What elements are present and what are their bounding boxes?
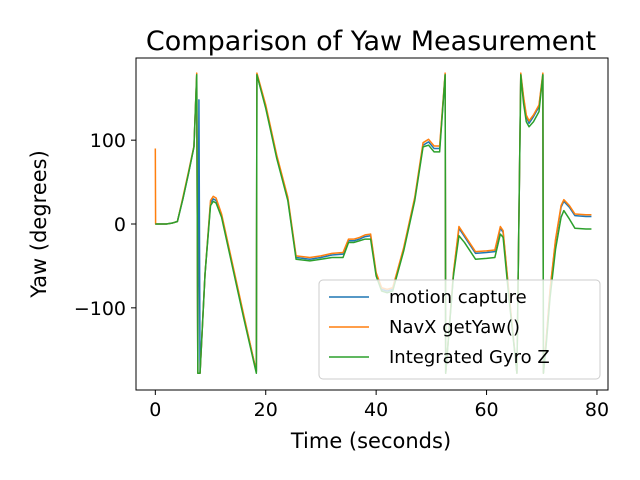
x-tick-label: 40 — [364, 399, 388, 421]
legend-label-gyro: Integrated Gyro Z — [389, 347, 550, 368]
legend-label-motion-capture: motion capture — [389, 287, 527, 308]
series-line-integrated-gyro-z — [155, 74, 592, 374]
y-tick-label: 0 — [114, 214, 126, 236]
x-axis-label: Time (seconds) — [290, 429, 451, 453]
y-axis-label: Yaw (degrees) — [27, 150, 51, 299]
y-tick-label: 100 — [90, 130, 126, 152]
chart-title: Comparison of Yaw Measurement — [146, 26, 596, 57]
legend-box — [318, 279, 601, 380]
x-tick-label: 60 — [474, 399, 498, 421]
plot-frame — [135, 57, 609, 391]
y-tick-label: −100 — [74, 298, 126, 320]
legend: motion capture NavX getYaw() Integrated … — [318, 279, 601, 380]
x-tick-label: 0 — [149, 399, 161, 421]
x-tick-label: 80 — [585, 399, 609, 421]
legend-label-navx: NavX getYaw() — [389, 317, 520, 338]
ticks-layer: 0 20 40 60 80 −100 0 100 — [74, 130, 609, 421]
x-tick-label: 20 — [254, 399, 278, 421]
